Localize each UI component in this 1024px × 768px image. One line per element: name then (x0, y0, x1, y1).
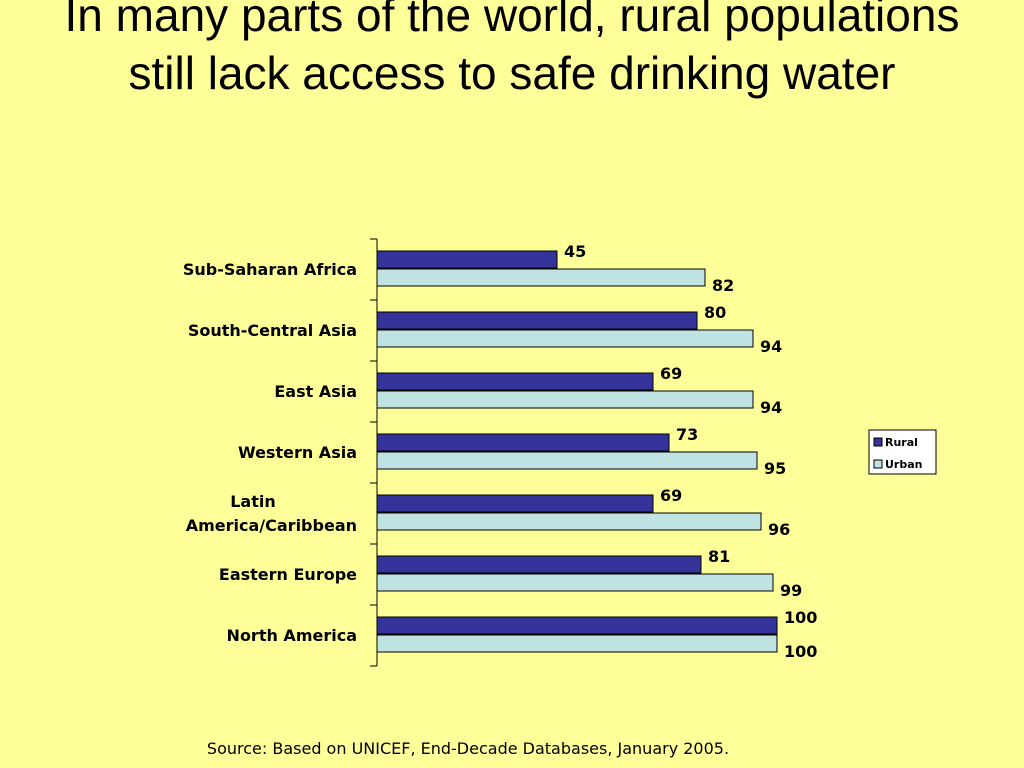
data-label-urban: 94 (760, 337, 782, 356)
category-label: Latin America/Caribbean (186, 492, 357, 535)
data-label-urban: 100 (784, 642, 817, 661)
data-label-urban: 96 (768, 520, 790, 539)
data-label-rural: 69 (660, 486, 682, 505)
legend: Rural Urban (868, 429, 937, 475)
bar-urban (376, 451, 758, 470)
slide-title: In many parts of the world, rural popula… (64, 0, 960, 99)
bar-urban (376, 390, 754, 409)
bar-rural (376, 555, 702, 574)
bar-rural (376, 433, 670, 452)
category-label: Eastern Europe (219, 565, 357, 584)
data-label-rural: 100 (784, 608, 817, 627)
bar-rural (376, 311, 698, 330)
legend-swatch (873, 459, 883, 469)
category-label: South-Central Asia (188, 321, 357, 340)
category-label: Sub-Saharan Africa (183, 260, 357, 279)
category-label: North America (227, 626, 357, 645)
data-label-rural: 81 (708, 547, 730, 566)
category-label: East Asia (274, 382, 357, 401)
data-label-urban: 95 (764, 459, 786, 478)
data-label-urban: 99 (780, 581, 802, 600)
category-axis (370, 238, 378, 667)
bar-rural (376, 616, 778, 635)
data-label-urban: 94 (760, 398, 782, 417)
data-label-rural: 80 (704, 303, 726, 322)
data-label-urban: 82 (712, 276, 734, 295)
category-label: Western Asia (238, 443, 357, 462)
bar-rural (376, 372, 654, 391)
data-label-rural: 45 (564, 242, 586, 261)
bars (376, 250, 778, 653)
bar-rural (376, 250, 558, 269)
bar-urban (376, 573, 774, 592)
bar-urban (376, 268, 706, 287)
bar-urban (376, 634, 778, 653)
bar-rural (376, 494, 654, 513)
labels: Sub-Saharan Africa 45 82 South-Central Asia… (183, 242, 818, 661)
data-label-rural: 69 (660, 364, 682, 383)
source-note: Source: Based on UNICEF, End-Decade Data… (206, 739, 730, 758)
data-label-rural: 73 (676, 425, 698, 444)
bar-urban (376, 512, 762, 531)
legend-entry: Rural (885, 436, 918, 449)
legend-swatch (873, 437, 883, 447)
legend-entry: Urban (885, 458, 923, 471)
bar-urban (376, 329, 754, 348)
